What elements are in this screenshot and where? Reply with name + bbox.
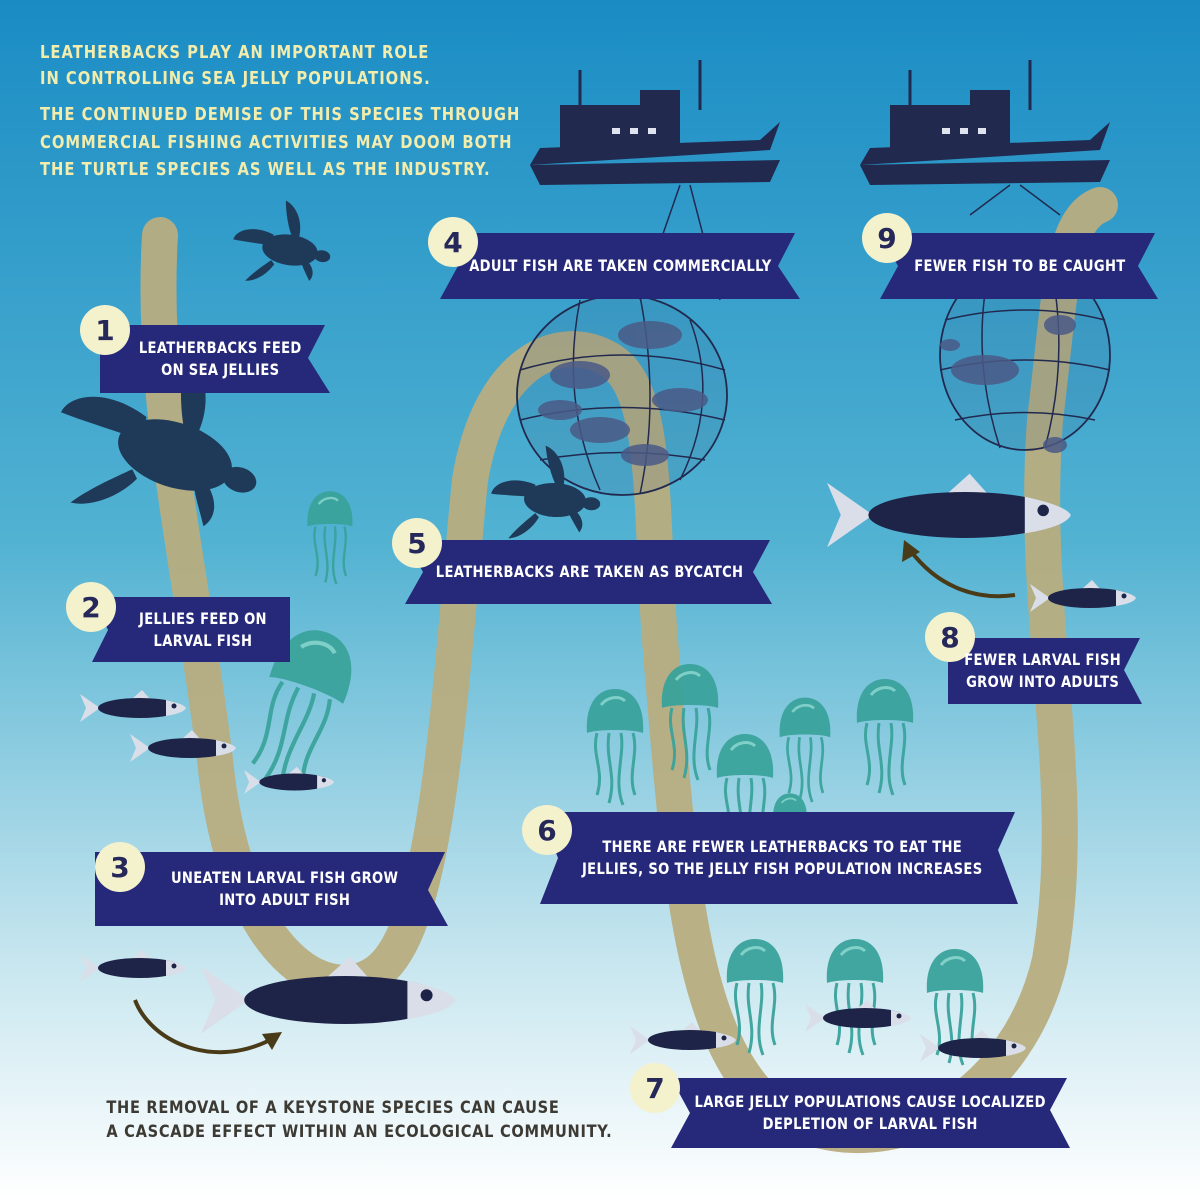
- step-number-badge: 3: [95, 842, 145, 892]
- step-number-badge: 2: [66, 582, 116, 632]
- step-1-banner: LEATHERBACKS FEED ON SEA JELLIES: [120, 325, 320, 393]
- step-2-banner: JELLIES FEED ON LARVAL FISH: [115, 597, 290, 662]
- step-text: INTO ADULT FISH: [219, 890, 351, 909]
- step-text: ADULT FISH ARE TAKEN COMMERCIALLY: [468, 256, 772, 275]
- step-4-banner: ADULT FISH ARE TAKEN COMMERCIALLY: [468, 233, 772, 299]
- step-text: DEPLETION OF LARVAL FISH: [762, 1114, 978, 1133]
- step-text: FEWER FISH TO BE CAUGHT: [914, 256, 1126, 275]
- step-text: FEWER LARVAL FISH: [964, 650, 1122, 669]
- intro-line: THE TURTLE SPECIES AS WELL AS THE INDUST…: [40, 159, 491, 180]
- footer-note: THE REMOVAL OF A KEYSTONE SPECIES CAN CA…: [106, 1096, 613, 1144]
- intro-line: IN CONTROLLING SEA JELLY POPULATIONS.: [40, 68, 431, 89]
- step-8-banner: FEWER LARVAL FISH GROW INTO ADULTS: [958, 638, 1128, 704]
- intro-line: THE CONTINUED DEMISE OF THIS SPECIES THR…: [40, 104, 521, 125]
- footer-line: THE REMOVAL OF A KEYSTONE SPECIES CAN CA…: [106, 1098, 560, 1118]
- step-6-banner: THERE ARE FEWER LEATHERBACKS TO EAT THE J…: [570, 812, 995, 904]
- step-text: UNEATEN LARVAL FISH GROW: [171, 868, 399, 887]
- step-text: THERE ARE FEWER LEATHERBACKS TO EAT THE: [602, 837, 963, 856]
- step-number-badge: 5: [392, 518, 442, 568]
- step-text: JELLIES, SO THE JELLY FISH POPULATION IN…: [582, 859, 983, 878]
- step-number-badge: 7: [630, 1063, 680, 1113]
- footer-line: A CASCADE EFFECT WITHIN AN ECOLOGICAL CO…: [106, 1122, 613, 1142]
- step-text: LEATHERBACKS ARE TAKEN AS BYCATCH: [436, 562, 744, 581]
- step-number-badge: 1: [80, 305, 130, 355]
- step-number-badge: 4: [428, 217, 478, 267]
- step-text: LARVAL FISH: [153, 630, 252, 650]
- step-number-badge: 6: [522, 805, 572, 855]
- step-text: LEATHERBACKS FEED: [138, 338, 302, 357]
- intro-line: COMMERCIAL FISHING ACTIVITIES MAY DOOM B…: [40, 132, 513, 153]
- step-text: JELLIES FEED ON: [138, 608, 267, 628]
- step-text: ON SEA JELLIES: [160, 360, 280, 379]
- step-3-banner: UNEATEN LARVAL FISH GROW INTO ADULT FISH: [140, 852, 430, 926]
- step-7-banner: LARGE JELLY POPULATIONS CAUSE LOCALIZED D…: [690, 1078, 1050, 1148]
- step-number-badge: 9: [862, 213, 912, 263]
- step-5-banner: LEATHERBACKS ARE TAKEN AS BYCATCH: [430, 540, 750, 604]
- intro-line: LEATHERBACKS PLAY AN IMPORTANT ROLE: [40, 42, 430, 63]
- step-text: GROW INTO ADULTS: [966, 672, 1120, 691]
- step-number-badge: 8: [925, 612, 975, 662]
- step-9-banner: FEWER FISH TO BE CAUGHT: [905, 233, 1135, 299]
- step-text: LARGE JELLY POPULATIONS CAUSE LOCALIZED: [694, 1092, 1046, 1111]
